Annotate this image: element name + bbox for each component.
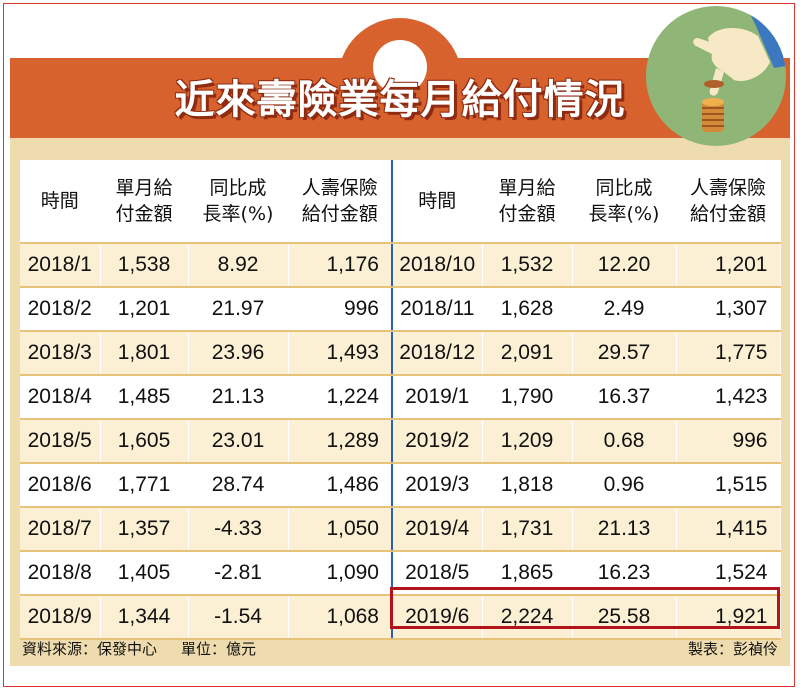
cell-time: 2018/12 (392, 331, 483, 376)
cell-life-insurance-payout: 1,068 (288, 595, 393, 640)
cell-time: 2018/1 (20, 243, 101, 288)
header-life-insurance-payout: 人壽保險 給付金額 (676, 160, 781, 244)
cell-yoy-growth: 12.20 (572, 243, 677, 288)
cell-life-insurance-payout: 1,515 (676, 463, 781, 508)
footer-credit: 製表：彭禎伶 (687, 640, 778, 658)
cell-time: 2018/4 (20, 375, 101, 420)
cell-monthly-payout: 1,790 (482, 375, 573, 420)
cell-time: 2018/6 (20, 463, 101, 508)
footer-source-unit: 資料來源：保發中心 單位：億元 (22, 638, 256, 659)
header-yoy-growth: 同比成 長率(%) (188, 160, 289, 244)
cell-monthly-payout: 1,201 (100, 287, 189, 332)
cell-life-insurance-payout: 1,307 (676, 287, 781, 332)
cell-life-insurance-payout: 996 (288, 287, 393, 332)
cell-monthly-payout: 1,865 (482, 551, 573, 596)
header-life-insurance-payout: 人壽保險 給付金額 (288, 160, 393, 244)
cell-monthly-payout: 1,731 (482, 507, 573, 552)
table-row: 2018/3 1,801 23.96 1,493 2018/12 2,091 29.57 1,… (20, 331, 781, 376)
cell-time: 2018/11 (392, 287, 483, 332)
cell-life-insurance-payout: 1,176 (288, 243, 393, 288)
cell-life-insurance-payout: 1,524 (676, 551, 781, 596)
payout-table: 時間 單月給 付金額 同比成 長率(%) 人壽保險 給付金額 時間 單月給 付金額 同比… (20, 160, 781, 640)
cell-life-insurance-payout: 1,486 (288, 463, 393, 508)
cell-time: 2018/10 (392, 243, 483, 288)
header-time: 時間 (20, 160, 101, 244)
cell-life-insurance-payout: 1,493 (288, 331, 393, 376)
cell-time: 2018/5 (20, 419, 101, 464)
cell-life-insurance-payout: 1,423 (676, 375, 781, 420)
cell-time: 2018/5 (392, 551, 483, 596)
cell-time: 2019/1 (392, 375, 483, 420)
table-row: 2018/6 1,771 28.74 1,486 2019/3 1,818 0.96 1,51… (20, 463, 781, 508)
table-body: 2018/1 1,538 8.92 1,176 2018/10 1,532 12.20 1,2… (20, 243, 781, 640)
cell-yoy-growth: -4.33 (188, 507, 289, 552)
cell-monthly-payout: 1,344 (100, 595, 189, 640)
header-time: 時間 (392, 160, 483, 244)
cell-time: 2018/3 (20, 331, 101, 376)
cell-time: 2018/8 (20, 551, 101, 596)
cell-time: 2018/9 (20, 595, 101, 640)
table-row: 2018/5 1,605 23.01 1,289 2019/2 1,209 0.68 996 (20, 419, 781, 464)
cell-life-insurance-payout: 1,289 (288, 419, 393, 464)
footer-source: 資料來源：保發中心 (22, 640, 158, 658)
cell-monthly-payout: 1,771 (100, 463, 189, 508)
page-title: 近來壽險業每月給付情況 (174, 77, 626, 123)
cell-yoy-growth: 29.57 (572, 331, 677, 376)
table-row: 2018/2 1,201 21.97 996 2018/11 1,628 2.49 1,307 (20, 287, 781, 332)
cell-life-insurance-payout: 1,415 (676, 507, 781, 552)
cell-life-insurance-payout: 1,775 (676, 331, 781, 376)
cell-monthly-payout: 1,357 (100, 507, 189, 552)
cell-life-insurance-payout: 1,201 (676, 243, 781, 288)
table-row: 2018/4 1,485 21.13 1,224 2019/1 1,790 16.37 1,4… (20, 375, 781, 420)
hand-dropping-coin-icon (646, 6, 786, 146)
cell-yoy-growth: 2.49 (572, 287, 677, 332)
cell-monthly-payout: 2,091 (482, 331, 573, 376)
cell-time: 2019/4 (392, 507, 483, 552)
cell-time: 2018/2 (20, 287, 101, 332)
cell-monthly-payout: 1,209 (482, 419, 573, 464)
cell-yoy-growth: 0.96 (572, 463, 677, 508)
cell-monthly-payout: 1,818 (482, 463, 573, 508)
cell-monthly-payout: 1,801 (100, 331, 189, 376)
cell-monthly-payout: 1,485 (100, 375, 189, 420)
cell-yoy-growth: 21.13 (572, 507, 677, 552)
cell-life-insurance-payout: 1,921 (676, 595, 781, 640)
cell-yoy-growth: 23.96 (188, 331, 289, 376)
cell-yoy-growth: 23.01 (188, 419, 289, 464)
cell-yoy-growth: 16.37 (572, 375, 677, 420)
cell-monthly-payout: 1,532 (482, 243, 573, 288)
table-row: 2018/8 1,405 -2.81 1,090 2018/5 1,865 16.23 1,5… (20, 551, 781, 596)
cell-yoy-growth: 25.58 (572, 595, 677, 640)
table-header-row: 時間 單月給 付金額 同比成 長率(%) 人壽保險 給付金額 時間 單月給 付金額 同比… (20, 160, 781, 244)
cell-monthly-payout: 1,538 (100, 243, 189, 288)
cell-monthly-payout: 1,605 (100, 419, 189, 464)
cell-yoy-growth: 21.97 (188, 287, 289, 332)
cell-life-insurance-payout: 996 (676, 419, 781, 464)
cell-yoy-growth: -1.54 (188, 595, 289, 640)
cell-life-insurance-payout: 1,090 (288, 551, 393, 596)
cell-life-insurance-payout: 1,224 (288, 375, 393, 420)
table-row: 2018/1 1,538 8.92 1,176 2018/10 1,532 12.20 1,2… (20, 243, 781, 288)
cell-time: 2019/3 (392, 463, 483, 508)
header-monthly-payout: 單月給 付金額 (482, 160, 573, 244)
table-row: 2018/7 1,357 -4.33 1,050 2019/4 1,731 21.13 1,4… (20, 507, 781, 552)
cell-time: 2019/2 (392, 419, 483, 464)
cell-yoy-growth: -2.81 (188, 551, 289, 596)
table-row: 2018/9 1,344 -1.54 1,068 2019/6 2,224 25.58 1,9… (20, 595, 781, 640)
cell-monthly-payout: 2,224 (482, 595, 573, 640)
header-yoy-growth: 同比成 長率(%) (572, 160, 677, 244)
cell-monthly-payout: 1,628 (482, 287, 573, 332)
footer-unit: 單位：億元 (181, 640, 257, 658)
header-monthly-payout: 單月給 付金額 (100, 160, 189, 244)
title-tab-hole (373, 40, 427, 94)
cell-yoy-growth: 28.74 (188, 463, 289, 508)
cell-time: 2019/6 (392, 595, 483, 640)
cell-yoy-growth: 21.13 (188, 375, 289, 420)
cell-yoy-growth: 8.92 (188, 243, 289, 288)
cell-monthly-payout: 1,405 (100, 551, 189, 596)
cell-yoy-growth: 16.23 (572, 551, 677, 596)
cell-yoy-growth: 0.68 (572, 419, 677, 464)
cell-life-insurance-payout: 1,050 (288, 507, 393, 552)
cell-time: 2018/7 (20, 507, 101, 552)
